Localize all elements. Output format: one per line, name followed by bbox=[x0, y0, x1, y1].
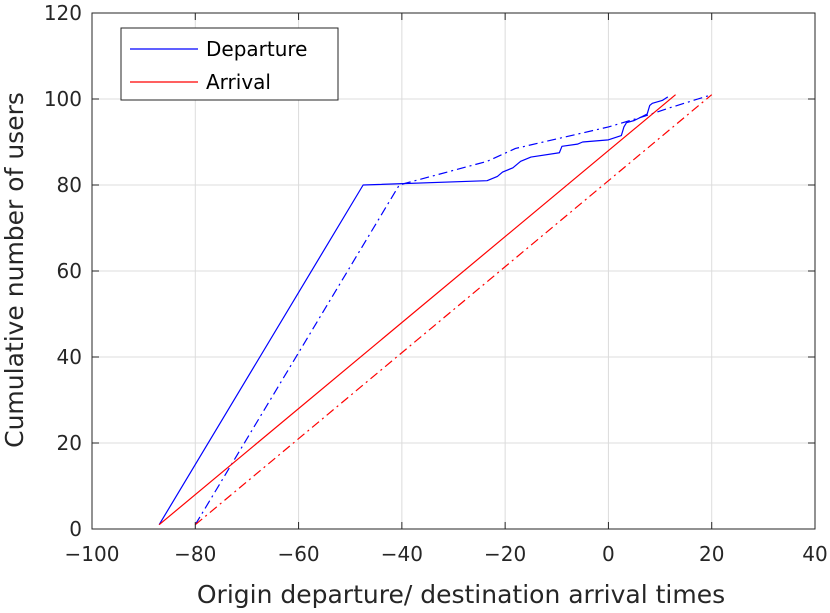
y-tick-label: 80 bbox=[57, 173, 82, 197]
y-tick-label: 0 bbox=[69, 517, 82, 541]
y-tick-label: 40 bbox=[57, 345, 82, 369]
x-tick-label: 40 bbox=[802, 542, 827, 566]
x-tick-label: −20 bbox=[484, 542, 526, 566]
legend-box bbox=[120, 27, 339, 101]
y-tick-label: 60 bbox=[57, 259, 82, 283]
x-tick-labels: −100 −80 −60 −40 −20 0 20 40 bbox=[65, 542, 828, 566]
plot-area bbox=[158, 94, 713, 526]
x-tick-label: −40 bbox=[381, 542, 423, 566]
y-tick-label: 20 bbox=[57, 431, 82, 455]
legend-departure-label: Departure bbox=[206, 37, 307, 61]
x-tick-label: −60 bbox=[277, 542, 319, 566]
axis-ticks bbox=[91, 12, 816, 530]
x-tick-label: −100 bbox=[65, 542, 120, 566]
x-tick-label: −80 bbox=[174, 542, 216, 566]
series-line-arrival-solid bbox=[158, 94, 676, 526]
series-line-departure-dashdot bbox=[194, 94, 712, 526]
y-tick-label: 100 bbox=[44, 87, 82, 111]
series-line-arrival-dashdot bbox=[194, 94, 713, 526]
x-tick-label: 20 bbox=[699, 542, 724, 566]
y-tick-label: 120 bbox=[44, 1, 82, 25]
y-tick-labels: 0 20 40 60 80 100 120 bbox=[44, 1, 82, 541]
legend: Departure Arrival bbox=[120, 27, 339, 101]
x-axis-label: Origin departure/ destination arrival ti… bbox=[197, 580, 725, 609]
x-tick-label: 0 bbox=[602, 542, 615, 566]
legend-arrival-label: Arrival bbox=[206, 70, 271, 94]
y-axis-label: Cumulative number of users bbox=[0, 92, 29, 448]
series-line-departure-solid bbox=[158, 96, 669, 526]
